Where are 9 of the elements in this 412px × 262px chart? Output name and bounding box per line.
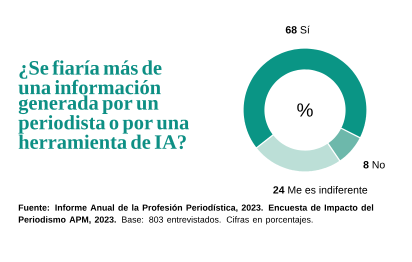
slice-label: Me es indiferente: [288, 186, 368, 194]
slice-label: No: [372, 161, 385, 168]
data-label: 68: [286, 26, 297, 34]
text: ¿Se fiaría más de una información generada por un periodista o por una herramienta de IA?: [18, 60, 189, 150]
text: Fuente: Informe Anual de la Profesión Periodística, 2023. Encuesta de Impacto del Periodismo APM, 2023. Base: 803 entrevistados. Cifras en porcentajes.: [18, 204, 374, 224]
data-label: 8: [363, 161, 369, 168]
slice-label: Sí: [300, 26, 310, 34]
text: %: [297, 103, 313, 117]
data-label: 24: [273, 186, 284, 194]
